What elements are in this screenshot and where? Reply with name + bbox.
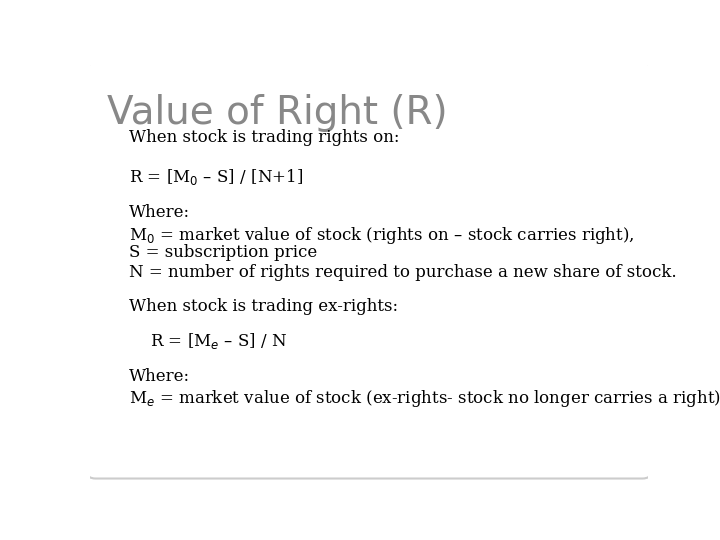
Text: S = subscription price: S = subscription price <box>129 245 318 261</box>
FancyBboxPatch shape <box>87 63 651 478</box>
Text: R = [M$_e$ – S] / N: R = [M$_e$ – S] / N <box>129 331 287 351</box>
Text: M$_0$ = market value of stock (rights on – stock carries right),: M$_0$ = market value of stock (rights on… <box>129 225 634 246</box>
Text: Where:: Where: <box>129 368 190 384</box>
Text: When stock is trading rights on:: When stock is trading rights on: <box>129 129 400 146</box>
Text: When stock is trading ex-rights:: When stock is trading ex-rights: <box>129 298 398 315</box>
Text: R = [M$_0$ – S] / [N+1]: R = [M$_0$ – S] / [N+1] <box>129 167 303 187</box>
Text: Value of Right (R): Value of Right (R) <box>107 94 447 132</box>
Text: M$_e$ = market value of stock (ex-rights- stock no longer carries a right).: M$_e$ = market value of stock (ex-rights… <box>129 388 720 409</box>
Text: Where:: Where: <box>129 204 190 221</box>
Text: N = number of rights required to purchase a new share of stock.: N = number of rights required to purchas… <box>129 264 677 281</box>
